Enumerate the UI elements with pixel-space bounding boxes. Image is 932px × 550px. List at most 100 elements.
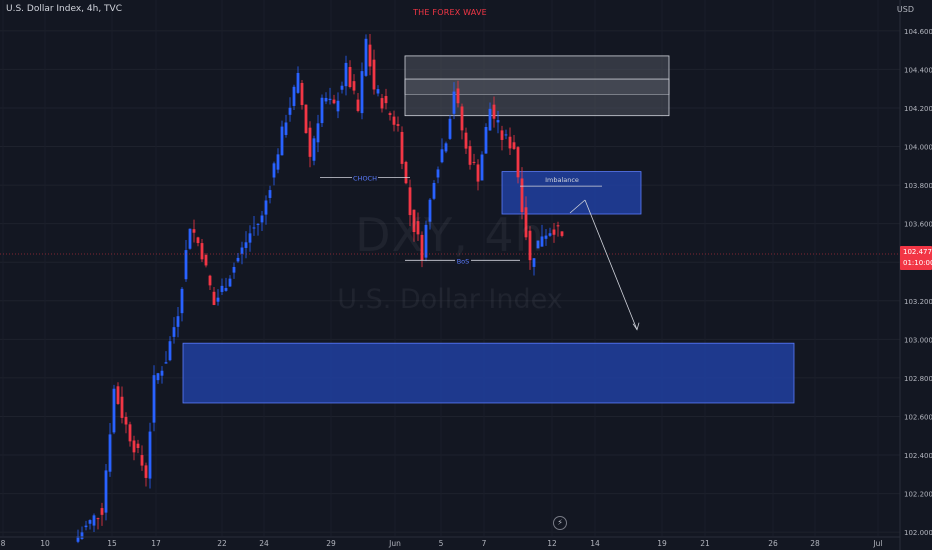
candle-body [276,154,280,170]
candle-body [128,424,132,442]
candle-body [148,431,152,479]
symbol-title[interactable]: U.S. Dollar Index, 4h, TVC [6,4,122,14]
x-tick-label: 8 [1,539,6,548]
x-tick-label: 12 [547,539,557,548]
lightning-icon[interactable]: ⚡ [553,516,567,530]
candle-body [240,247,244,254]
candle-body [452,91,456,114]
bar-countdown: 01:10:00 [903,259,932,267]
candle-body [540,236,544,247]
candle-body [424,224,428,258]
watermark-symbol: DXY, 4h [355,208,545,262]
candle-body [512,142,516,149]
candle-body [180,288,184,314]
candle-body [256,223,260,225]
candle-body [264,200,268,215]
candle-body [280,126,284,156]
x-tick-label: 17 [151,539,161,548]
y-tick-label: 103.800 [904,182,932,190]
candle-body [420,234,424,260]
candle-body [164,362,168,364]
candle-body [480,154,484,181]
x-tick-label: 22 [217,539,227,548]
candle-body [504,134,508,136]
candle-body [492,104,496,119]
candle-body [468,146,472,165]
x-tick-label: 5 [439,539,444,548]
candle-body [328,98,332,101]
x-tick-label: 24 [259,539,269,548]
candle-body [160,370,164,376]
candle-body [236,257,240,262]
candle-body [76,536,80,542]
x-tick-label: 15 [107,539,117,548]
imbalance-zone [501,171,642,215]
candle-body [524,207,528,238]
imbalance-label: Imbalance [545,176,579,184]
candle-body [380,98,384,109]
candle-body [352,81,356,91]
candle-body [284,122,288,135]
candle-body [200,243,204,260]
candle-body [104,470,108,513]
currency-label[interactable]: USD [896,5,914,14]
candle-body [392,116,396,125]
candle-body [252,227,256,229]
candle-body [312,138,316,161]
candle-body [400,131,404,164]
candle-body [448,118,452,139]
y-tick-label: 103.200 [904,298,932,306]
candle-body [204,254,208,266]
y-tick-label: 104.000 [904,144,932,152]
x-tick-label: 29 [326,539,336,548]
bos-label: BoS [457,257,470,265]
candle-body [88,520,92,524]
projection-arrow-line [584,199,638,330]
y-tick-label: 103.600 [904,221,932,229]
y-tick-label: 102.800 [904,375,932,383]
candle-body [144,465,148,478]
candle-body [168,341,172,361]
candle-body [176,316,180,327]
candle-body [232,267,236,273]
candle-body [528,230,532,261]
candle-body [288,107,292,115]
candle-body [336,100,340,112]
last-price-value: 102.477 [903,248,932,256]
x-tick-label: 7 [482,539,487,548]
choch-label: CHOCH [353,174,377,182]
candle-body [368,44,372,67]
candle-body [92,515,96,526]
candle-body [436,169,440,178]
candle-body [404,161,408,184]
candle-body [472,161,476,163]
candle-body [548,233,552,236]
annotations: CHOCH BoS Imbalance [0,172,900,331]
candle-body [536,240,540,249]
candle-body [488,108,492,131]
candle-body [464,132,468,149]
candle-body [212,291,216,305]
candle-body [292,86,296,106]
candle-body [416,221,420,235]
y-tick-label: 104.600 [904,28,932,36]
candle-body [208,275,212,286]
candle-body [136,443,140,449]
candle-body [560,231,564,236]
candle-body [344,62,348,87]
candle-body [456,88,460,104]
candle-body [132,440,136,453]
candle-body [156,373,160,381]
x-tick-label: Jun [388,539,401,548]
watermark-name: U.S. Dollar Index [337,284,563,315]
candle-body [296,72,300,93]
candle-body [100,508,104,515]
y-tick-label: 102.000 [904,529,932,537]
candle-body [140,455,144,466]
candle-body [112,388,116,433]
candle-body [444,143,448,152]
candle-body [248,233,252,243]
